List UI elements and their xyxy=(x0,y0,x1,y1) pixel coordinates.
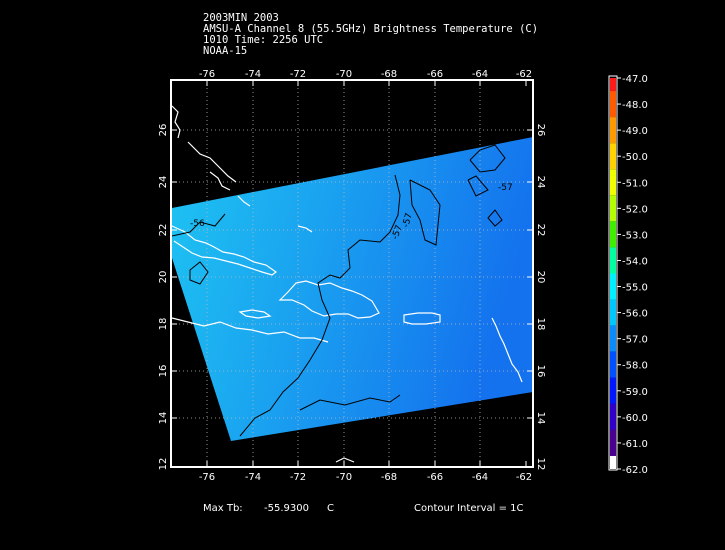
colorbar-label: -58.0 xyxy=(622,361,648,372)
axis-ticks xyxy=(171,80,533,467)
colorbar-label: -50.0 xyxy=(622,152,648,163)
plot-frame xyxy=(170,79,534,468)
lat-label-left: 18 xyxy=(158,318,169,331)
max-tb-unit: C xyxy=(327,503,334,514)
colorbar-label: -47.0 xyxy=(622,74,648,85)
colorbar-swatch xyxy=(610,221,616,248)
colorbar-swatch xyxy=(610,299,616,326)
lesser-antilles xyxy=(491,317,523,383)
lon-label-bottom: -62 xyxy=(516,472,532,483)
coast-bottom xyxy=(335,457,355,463)
lon-label-top: -68 xyxy=(381,69,397,80)
colorbar-label: -53.0 xyxy=(622,230,648,241)
contour-lines xyxy=(171,144,506,437)
turks-caicos xyxy=(297,225,313,233)
max-tb-value: -55.9300 xyxy=(264,503,309,514)
colorbar-swatch xyxy=(610,403,616,430)
cuba-coast xyxy=(171,225,278,276)
south-america-coast xyxy=(171,317,329,343)
contour-label: -57 xyxy=(401,212,414,229)
lat-label-left: 20 xyxy=(158,271,169,284)
colorbar: -47.0 -48.0 -49.0 -50.0 -51.0 -52.0 -53.0 -54.0… xyxy=(608,74,648,476)
lon-label-bottom: -68 xyxy=(381,472,397,483)
hispaniola-coast xyxy=(278,280,380,319)
lon-label-top: -74 xyxy=(245,69,261,80)
colorbar-label: -52.0 xyxy=(622,204,648,215)
jamaica-coast xyxy=(238,309,272,319)
contour-label: -57 xyxy=(498,183,513,193)
header-line-product: AMSU-A Channel 8 (55.5GHz) Brightness Te… xyxy=(203,23,539,35)
lat-label-right: 20 xyxy=(535,271,546,284)
bahamas-1 xyxy=(187,141,237,183)
coastlines xyxy=(171,105,523,463)
lon-label-bottom: -66 xyxy=(427,472,443,483)
colorbar-label: -51.0 xyxy=(622,178,648,189)
lon-label-top: -62 xyxy=(516,69,532,80)
colorbar-swatch xyxy=(610,117,616,144)
colorbar-swatch xyxy=(610,247,616,274)
header-line-satellite: NOAA-15 xyxy=(203,45,248,57)
lat-label-left: 22 xyxy=(158,224,169,237)
swath-data-area xyxy=(172,137,533,441)
colorbar-label: -57.0 xyxy=(622,335,648,346)
lon-label-bottom: -76 xyxy=(199,472,215,483)
colorbar-label: -55.0 xyxy=(622,283,648,294)
colorbar-label: -60.0 xyxy=(622,413,648,424)
bahamas-3 xyxy=(237,195,251,207)
colorbar-label: -62.0 xyxy=(622,465,648,476)
contour-labels: -56 -57 -57 -57 xyxy=(190,183,513,241)
lat-label-right: 14 xyxy=(535,412,546,425)
colorbar-swatch xyxy=(610,143,616,170)
lat-label-left: 26 xyxy=(158,124,169,137)
colorbar-swatch xyxy=(610,195,616,222)
contour-label: -57 xyxy=(390,224,404,241)
colorbar-swatch xyxy=(610,455,616,469)
lon-label-bottom: -70 xyxy=(336,472,352,483)
colorbar-label: -48.0 xyxy=(622,100,648,111)
lon-label-top: -70 xyxy=(336,69,352,80)
colorbar-swatch xyxy=(610,78,616,92)
colorbar-swatch xyxy=(610,351,616,378)
florida-keys xyxy=(171,105,181,139)
lat-label-left: 16 xyxy=(158,365,169,378)
colorbar-swatch xyxy=(610,377,616,404)
colorbar-swatch xyxy=(610,325,616,352)
lat-label-left: 14 xyxy=(158,412,169,425)
lon-label-bottom: -74 xyxy=(245,472,261,483)
header-line-time: 1010 Time: 2256 UTC xyxy=(203,34,324,46)
header-line-title: 2003MIN 2003 xyxy=(203,12,279,24)
colorbar-label: -61.0 xyxy=(622,439,648,450)
lat-label-left: 12 xyxy=(158,458,169,471)
lon-label-top: -76 xyxy=(199,69,215,80)
lon-label-top: -66 xyxy=(427,69,443,80)
lon-label-bottom: -64 xyxy=(472,472,488,483)
contour-label: -56 xyxy=(190,219,205,229)
graticule xyxy=(171,80,533,467)
lon-label-top: -64 xyxy=(472,69,488,80)
lat-label-right: 22 xyxy=(535,224,546,237)
lat-label-right: 24 xyxy=(535,176,546,189)
colorbar-label: -59.0 xyxy=(622,387,648,398)
contour-interval: Contour Interval = 1C xyxy=(414,503,524,514)
max-tb-label: Max Tb: xyxy=(203,503,243,514)
colorbar-swatch xyxy=(610,91,616,118)
colorbar-label: -54.0 xyxy=(622,256,648,267)
lat-label-right: 18 xyxy=(535,318,546,331)
colorbar-swatch xyxy=(610,429,616,456)
puerto-rico-coast xyxy=(403,312,441,325)
lat-label-right: 26 xyxy=(535,124,546,137)
lat-label-right: 12 xyxy=(535,458,546,471)
colorbar-label: -49.0 xyxy=(622,126,648,137)
lat-label-left: 24 xyxy=(158,176,169,189)
colorbar-swatch xyxy=(610,169,616,196)
lon-label-top: -72 xyxy=(290,69,306,80)
colorbar-swatch xyxy=(610,273,616,300)
lon-label-bottom: -72 xyxy=(290,472,306,483)
colorbar-label: -56.0 xyxy=(622,309,648,320)
bahamas-2 xyxy=(209,171,231,191)
lat-label-right: 16 xyxy=(535,365,546,378)
